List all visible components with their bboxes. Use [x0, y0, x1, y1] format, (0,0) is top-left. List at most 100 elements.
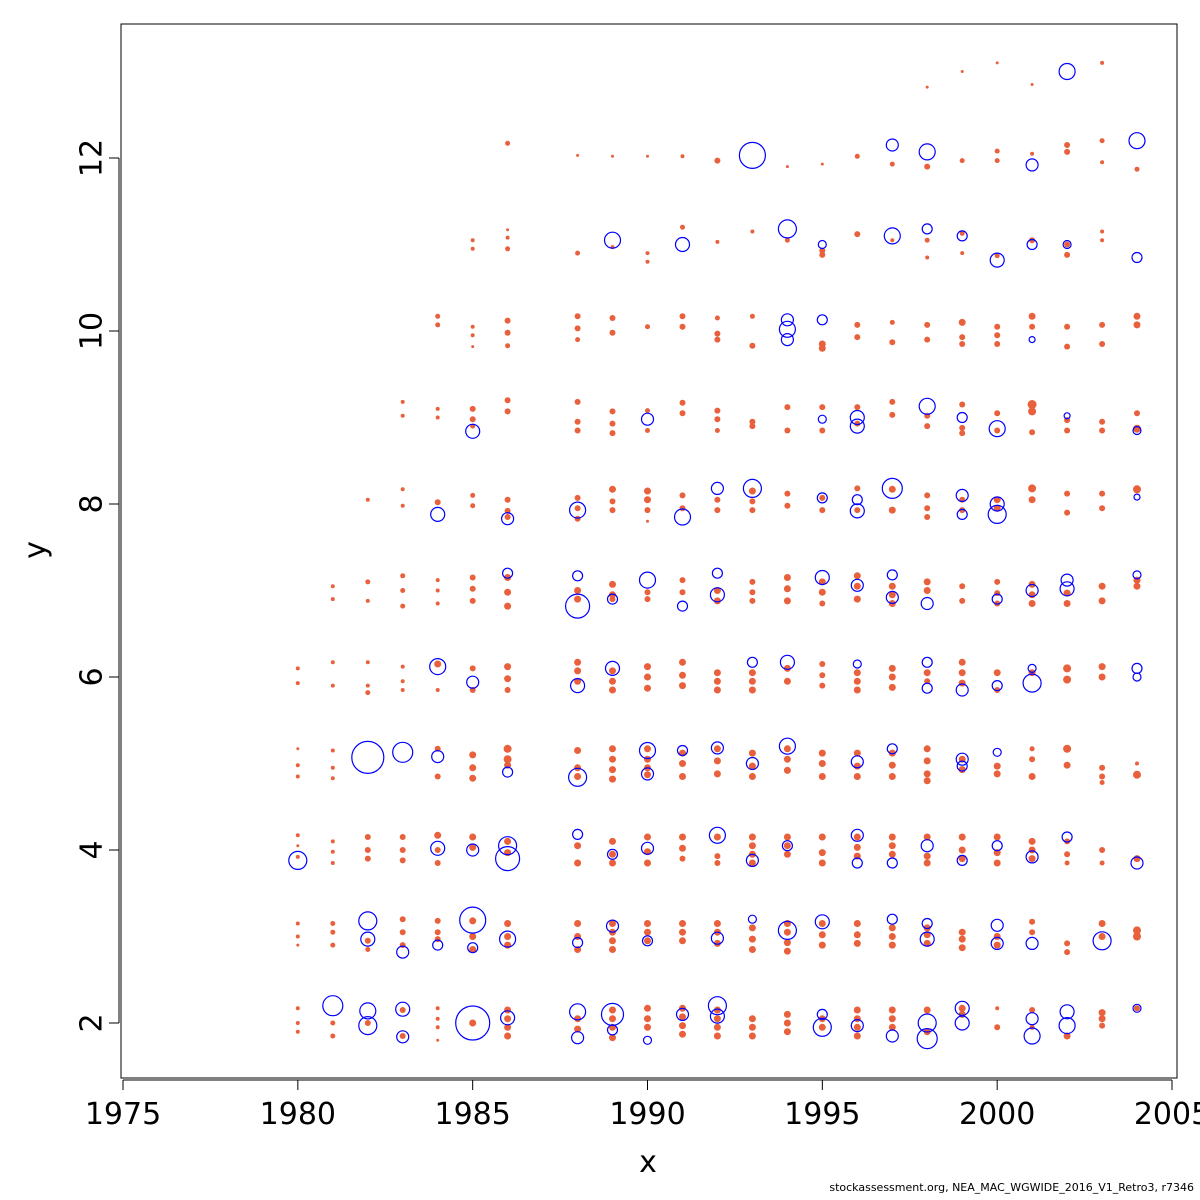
residual-dot [889, 339, 896, 346]
residual-dot [609, 1034, 616, 1042]
residual-dot [504, 920, 512, 927]
residual-dot [435, 322, 441, 328]
residual-dot [1133, 321, 1141, 329]
residual-dot [853, 749, 861, 757]
residual-dot [504, 329, 511, 336]
residual-dot [889, 319, 895, 325]
residual-dot [609, 1015, 616, 1023]
residual-dot [679, 658, 686, 666]
residual-circle [814, 914, 830, 930]
residual-circle [956, 411, 968, 424]
residual-dot [609, 920, 616, 927]
residual-dot [679, 1030, 686, 1038]
residual-circle [916, 1027, 938, 1050]
residual-dot [784, 404, 791, 411]
residual-dot [1099, 418, 1106, 425]
residual-dot [748, 487, 756, 495]
residual-circle [431, 749, 445, 764]
residual-dot [330, 597, 335, 602]
residual-dot [644, 920, 651, 927]
residual-dot [853, 1032, 861, 1040]
residual-circle [429, 657, 447, 676]
residual-circle [990, 936, 1004, 951]
residual-dot [854, 507, 861, 514]
residual-circle [1025, 936, 1039, 951]
residual-circle [1025, 850, 1039, 864]
residual-circle [920, 596, 934, 611]
residual-dot [469, 843, 477, 851]
residual-dot [993, 504, 1001, 512]
residual-dot [1133, 582, 1141, 590]
residual-dot [434, 499, 441, 506]
residual-dot [644, 684, 651, 692]
residual-dot [1099, 490, 1106, 497]
residual-dot [713, 1023, 721, 1031]
residual-dot [783, 850, 791, 858]
residual-circle [746, 656, 759, 668]
residual-dot [330, 929, 336, 935]
residual-dot [644, 937, 651, 945]
residual-circle [459, 906, 487, 934]
residual-dot [609, 580, 616, 588]
residual-dot [609, 596, 616, 603]
residual-dot [1063, 744, 1072, 753]
residual-dot [1098, 1009, 1106, 1017]
residual-dot [958, 679, 966, 687]
residual-circle [745, 853, 760, 868]
residual-circle [710, 481, 725, 495]
residual-dot [436, 1038, 440, 1042]
residual-dot [364, 855, 371, 862]
residual-dot [923, 859, 931, 867]
residual-circle [955, 683, 969, 697]
residual-dot [574, 933, 582, 940]
residual-circle [1022, 673, 1042, 693]
residual-circle [851, 857, 863, 869]
residual-dot [574, 747, 582, 754]
residual-dot [574, 1025, 582, 1033]
residual-dot [1064, 241, 1071, 248]
residual-dot [504, 1023, 512, 1031]
residual-dot [783, 755, 791, 763]
residual-dot [713, 1006, 721, 1014]
residual-circle [918, 143, 936, 161]
residual-dot [506, 228, 510, 232]
residual-circle [778, 320, 797, 338]
x-tick-label: 2000 [959, 1097, 1035, 1132]
residual-circle [956, 508, 968, 521]
residual-dot [854, 231, 861, 238]
residual-dot [958, 855, 966, 863]
residual-dot [748, 669, 756, 677]
residual-dot [469, 416, 476, 423]
residual-dot [959, 597, 966, 604]
residual-dot [645, 324, 650, 330]
residual-dot [400, 413, 405, 418]
residual-dot [400, 573, 406, 579]
residual-dot [645, 428, 650, 433]
residual-dot [818, 849, 826, 857]
residual-dot [470, 503, 476, 509]
residual-dot [609, 1006, 616, 1014]
y-axis: 2 4 6 8 10 12 [75, 139, 120, 1033]
residual-dot [609, 591, 616, 599]
residual-circle [1026, 238, 1038, 251]
residual-dot [1029, 756, 1036, 763]
residual-dot [785, 165, 789, 169]
residual-dot [295, 763, 300, 768]
residual-dot [923, 1006, 931, 1014]
residual-dot [818, 833, 826, 841]
residual-dot [330, 765, 335, 770]
residual-dot [1134, 1005, 1140, 1012]
residual-dot [1099, 321, 1106, 328]
residual-dot [958, 766, 966, 774]
residual-dot [574, 515, 581, 522]
residual-circle [495, 845, 521, 872]
residual-dot [1099, 341, 1106, 347]
residual-dot [1100, 60, 1105, 65]
residual-circle [745, 756, 760, 771]
residual-circle [642, 1035, 653, 1045]
residual-circle [396, 1030, 410, 1044]
residual-dot [503, 755, 512, 764]
residual-dot [1029, 1007, 1036, 1013]
residual-dot [923, 770, 931, 778]
residual-dot [574, 658, 582, 666]
